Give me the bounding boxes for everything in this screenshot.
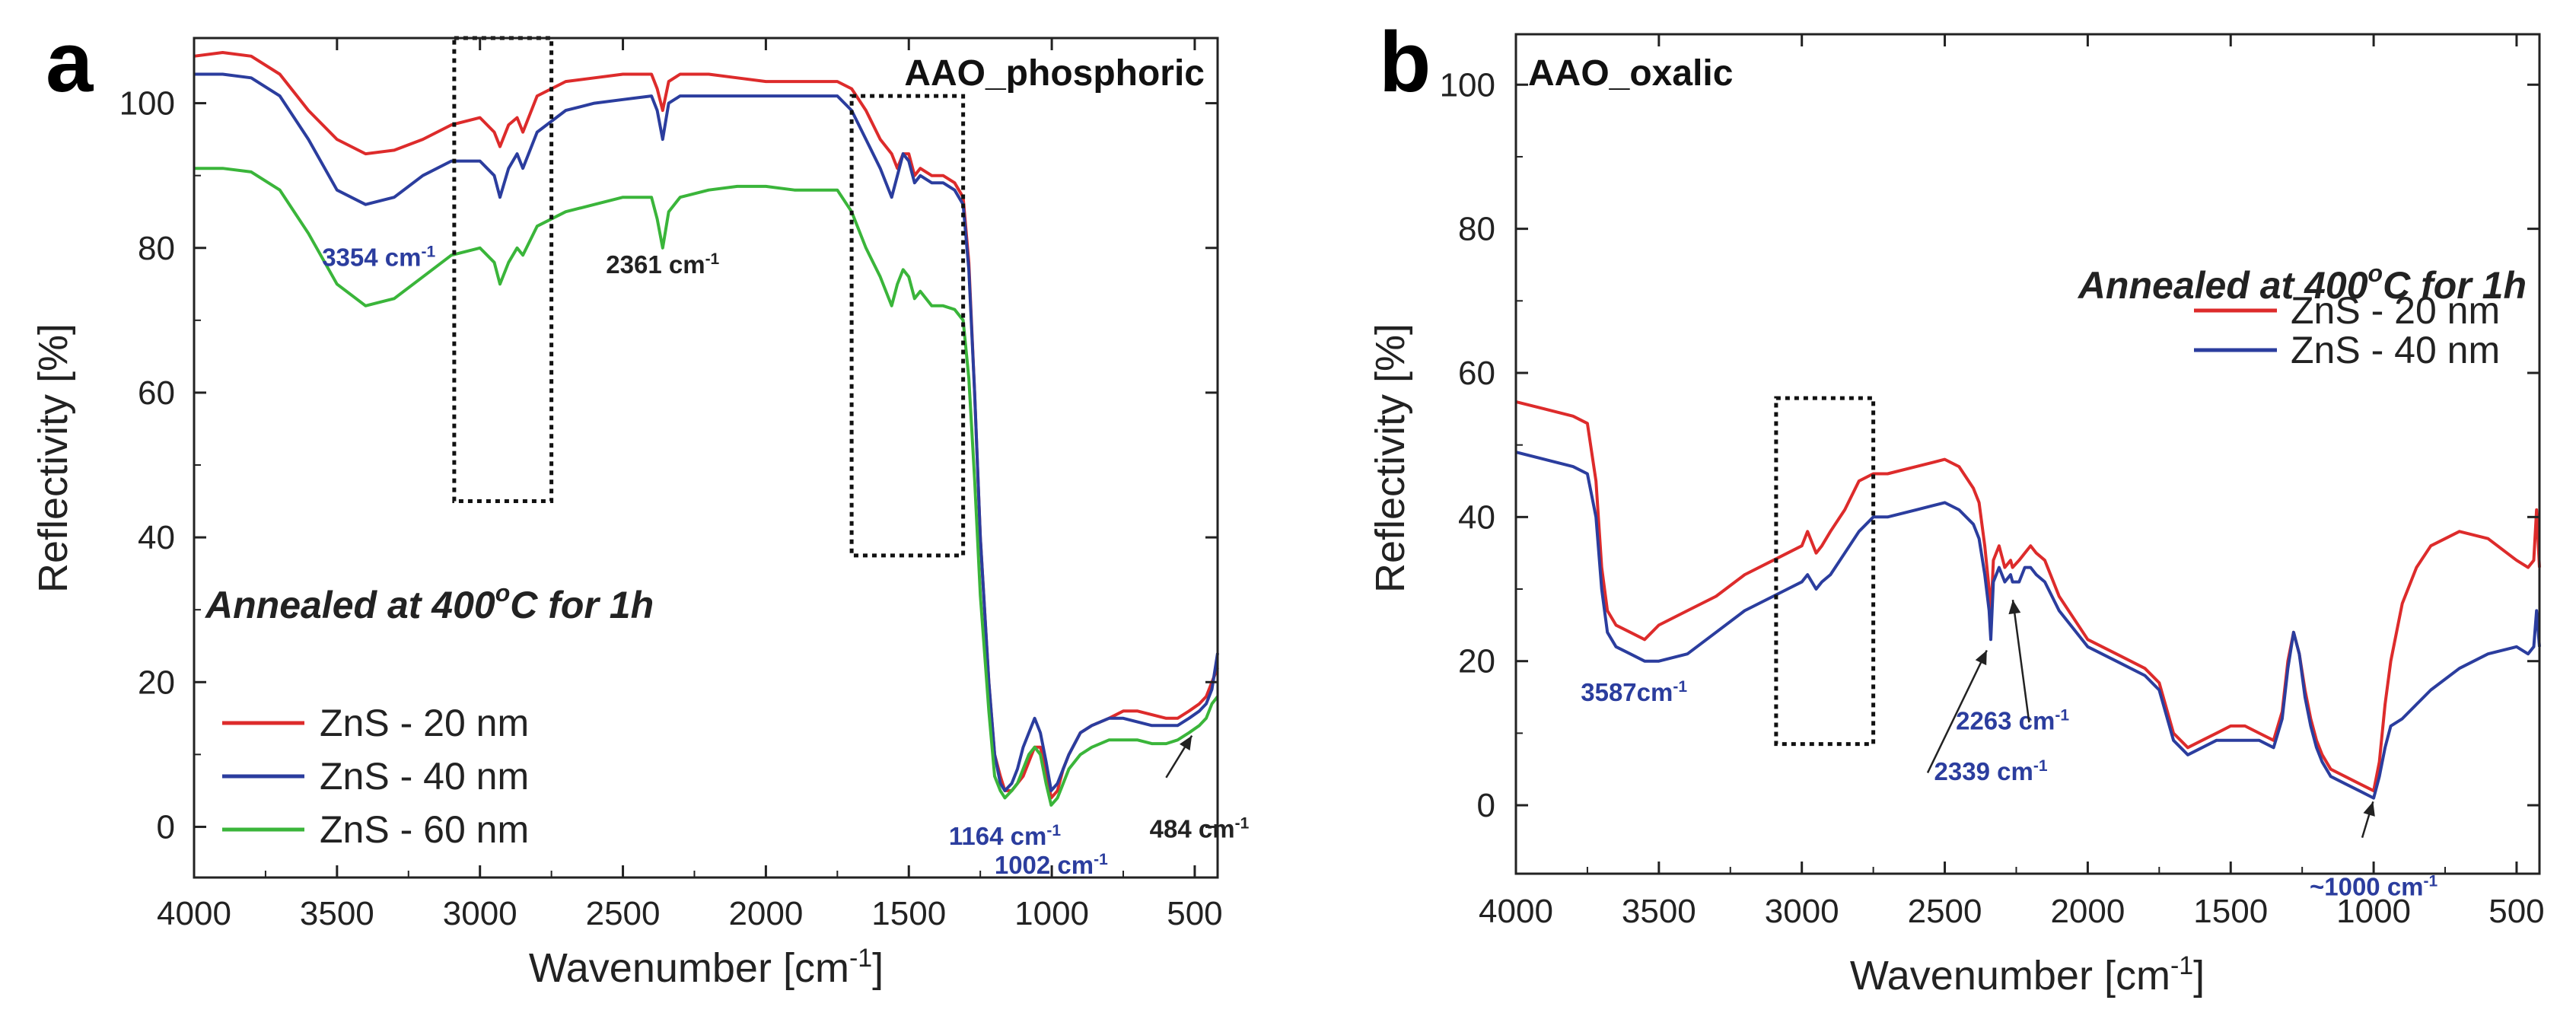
highlight-box-1 [452,36,554,504]
x-tick-label: 3500 [300,895,374,932]
x-tick-label: 2500 [1908,893,1982,930]
x-ticks-b: 4000 3500 3000 2500 2000 1500 1000 500 [1479,34,2545,930]
y-ticks-a: 0 20 40 60 80 100 [119,85,1218,846]
panel-label: b [1379,14,1431,110]
y-tick-label: 0 [157,808,175,846]
arrows-a [1165,734,1193,779]
x-tick-label: 3000 [443,895,517,932]
series-line-1 [1515,400,2541,793]
series-line-2 [1515,451,2541,800]
y-tick-label: 100 [1440,66,1495,104]
x-axis-label: Wavenumber [cm-1] [1850,951,2205,999]
dotted-boxes-b [1774,396,1876,747]
arrows-b [1926,600,2375,839]
legend-label-60nm: ZnS - 60 nm [320,808,529,851]
peak-label: 3354 cm-1 [322,244,435,272]
x-tick-label: 1500 [871,895,946,932]
annealing-note: Annealed at 400oC for 1h [2077,260,2527,307]
annotation-arrowhead [1975,650,1987,666]
panel-label: a [46,14,94,110]
x-tick-label: 2500 [586,895,661,932]
peak-label: ~1000 cm-1 [2310,872,2438,900]
y-axis-label: Reflectivity [%] [30,323,76,593]
chart-title: AAO_oxalic [1528,53,1733,94]
x-tick-label: 3500 [1622,893,1696,930]
annotation-arrowhead [2008,600,2021,615]
annealing-note: Annealed at 400oC for 1h [204,579,654,626]
peak-label: 1002 cm-1 [995,851,1108,879]
x-tick-label: 1000 [2336,893,2411,930]
x-tick-label: 4000 [157,895,231,932]
y-tick-label: 0 [1477,787,1495,824]
legend-label-40nm: ZnS - 40 nm [2291,329,2500,371]
x-tick-label: 2000 [728,895,803,932]
y-tick-label: 60 [1458,355,1495,392]
y-tick-label: 20 [1458,643,1495,680]
x-tick-label: 1500 [2193,893,2268,930]
y-tick-label: 40 [138,519,175,556]
legend-label-20nm: ZnS - 20 nm [2291,289,2500,332]
annotation-arrowhead [1179,735,1192,751]
x-tick-label: 500 [1167,895,1222,932]
y-ticks-b: 0 20 40 60 80 100 [1440,66,2539,824]
y-tick-label: 80 [138,230,175,267]
legend-label-40nm: ZnS - 40 nm [320,755,529,798]
x-tick-label: 3000 [1765,893,1839,930]
peak-label: 2339 cm-1 [1934,757,2048,785]
peak-label: 2361 cm-1 [606,250,719,279]
peak-labels-b: 3587cm-1 2339 cm-1 2263 cm-1 ~1000 cm-1 [1581,678,2437,901]
peak-label: 1164 cm-1 [949,822,1061,850]
y-axis-label: Reflectivity [%] [1368,323,1413,593]
y-tick-label: 20 [138,664,175,701]
annotation-arrowhead [2363,801,2375,817]
x-tick-label: 500 [2488,893,2544,930]
y-tick-label: 100 [119,85,175,123]
x-axis-label: Wavenumber [cm-1] [529,944,884,991]
series-line-3 [194,167,1219,807]
peak-label: 3587cm-1 [1581,678,1687,706]
plot-lines-b [1515,400,2541,800]
x-tick-label: 1000 [1014,895,1089,932]
peak-label: 484 cm-1 [1150,815,1250,843]
y-tick-label: 40 [1458,498,1495,536]
plot-frame [193,37,1219,879]
y-tick-label: 80 [1458,211,1495,248]
legend: ZnS - 20 nm ZnS - 40 nm [2194,289,2500,371]
panel-a: a 4000 3500 3000 2500 2000 1500 1000 500 0 20 40 6… [30,14,1250,991]
panel-b: b 4000 3500 3000 2500 2000 1500 1000 500 0 20 40 6… [1368,14,2545,999]
x-tick-label: 4000 [1479,893,1553,930]
highlight-box-1 [1774,396,1876,747]
legend-label-20nm: ZnS - 20 nm [320,702,529,744]
annotation-arrow [2011,600,2030,723]
x-tick-label: 2000 [2050,893,2125,930]
series-line-2 [194,72,1219,792]
annotation-arrow [1926,649,1988,773]
highlight-box-2 [849,94,966,558]
plot-lines-a [193,51,1219,807]
peak-label: 2263 cm-1 [1956,707,2069,735]
plot-frame [1514,33,2541,875]
series-line-1 [193,51,1219,800]
x-ticks-a: 4000 3500 3000 2500 2000 1500 1000 500 [157,38,1223,932]
y-tick-label: 60 [138,374,175,412]
chart-title: AAO_phosphoric [904,53,1205,94]
legend: ZnS - 20 nm ZnS - 40 nm ZnS - 60 nm [222,702,529,851]
